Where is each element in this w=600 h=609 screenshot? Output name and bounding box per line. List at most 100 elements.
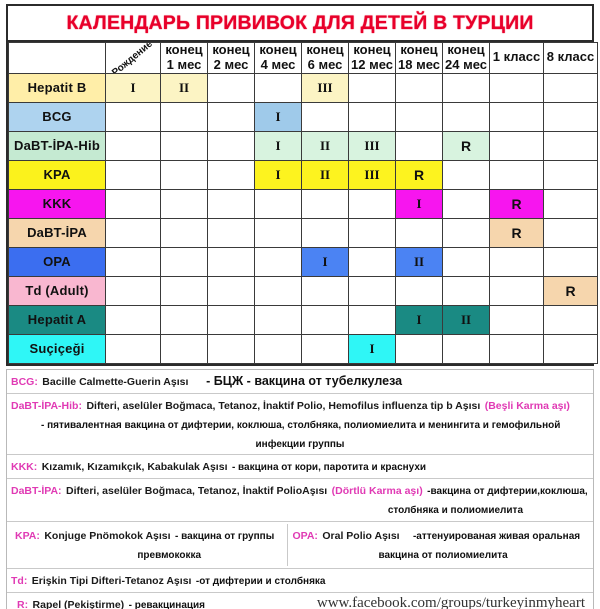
- dose-cell-2-m6: II: [301, 130, 349, 161]
- empty-cell-0-m2: [207, 72, 255, 103]
- table-row: Suçiçeği I: [8, 333, 598, 364]
- header-label-m4-line2: 4 мес: [260, 56, 296, 72]
- vaccine-label-0: Hepatit B: [8, 72, 106, 103]
- dose-cell-2-m12: III: [348, 130, 396, 161]
- empty-cell-1-m6: [301, 101, 349, 132]
- dose-cell-0-birth: I: [105, 72, 161, 103]
- legend-tr-dabt-ipa-hib: Difteri, aselüler Boğmaca, Tetanoz, İnak…: [86, 399, 481, 412]
- page-title: КАЛЕНДАРЬ ПРИВИВОК ДЛЯ ДЕТЕЙ В ТУРЦИИ: [66, 11, 534, 34]
- empty-cell-9-m6: [301, 333, 349, 364]
- dose-cell-0-m6: III: [301, 72, 349, 103]
- empty-cell-6-m24: [442, 246, 490, 277]
- table-row: Td (Adult) R: [8, 275, 598, 306]
- table-row: OPA I II: [8, 246, 598, 277]
- header-label-m4-line1: конец: [259, 42, 297, 57]
- legend-row-r: R: Rapel (Pekiştirme) - ревакцинация www…: [7, 593, 593, 609]
- header-label-m24-line1: конец: [447, 42, 485, 57]
- legend-sep-kkk: :: [33, 461, 38, 474]
- empty-cell-2-class1: [489, 130, 544, 161]
- legend-abbr-dabt-ipa: DaBT-İPA:: [11, 485, 62, 498]
- legend-tr-bcg: Bacille Calmette-Guerin Aşısı: [42, 375, 189, 388]
- empty-cell-1-m24: [442, 101, 490, 132]
- empty-cell-6-class8: [543, 246, 598, 277]
- legend-row-dabt-ipa: DaBT-İPA: Difteri, aselüler Boğmaca, Tet…: [7, 479, 593, 522]
- empty-cell-1-class8: [543, 101, 598, 132]
- vaccine-label-8: Hepatit A: [8, 304, 106, 335]
- legend-abbr-dabt-ipa-hib: DaBT-İPA-Hib: [11, 399, 79, 412]
- header-label-m12-line2: 12 мес: [351, 56, 393, 72]
- legend-panel: BCG: Bacille Calmette-Guerin Aşısı - БЦЖ…: [6, 368, 594, 609]
- legend-sep-bcg: :: [34, 375, 38, 388]
- empty-cell-6-m12: [348, 246, 396, 277]
- header-label-m2-line1: конец: [212, 42, 250, 57]
- header-col-m1: конец 1 мес: [160, 42, 208, 74]
- legend-tr-td: Erişkin Tipi Difteri-Tetanoz Aşısı: [31, 574, 192, 587]
- legend-ru2-dabt-ipa-hib: инфекции группы: [255, 438, 345, 450]
- empty-cell-3-class1: [489, 159, 544, 190]
- legend-abbr-kkk: KKK: [11, 461, 34, 474]
- legend-abbr-opa: OPA: [292, 530, 315, 542]
- title-bar: КАЛЕНДАРЬ ПРИВИВОК ДЛЯ ДЕТЕЙ В ТУРЦИИ: [6, 4, 594, 40]
- legend-sep-kpa: :: [36, 530, 40, 542]
- vaccine-label-4: KKK: [8, 188, 106, 219]
- vaccine-label-3: KPA: [8, 159, 106, 190]
- legend-ru-bcg: - БЦЖ - вакцина от тубелкулеза: [206, 373, 403, 388]
- table-row: DaBT-İPA R: [8, 217, 598, 248]
- dose-cell-2-m4: I: [254, 130, 302, 161]
- header-corner-cell: [8, 42, 106, 74]
- dose-cell-2-m24: R: [442, 130, 490, 161]
- footer-url[interactable]: www.facebook.com/groups/turkeyinmyheart: [316, 594, 585, 609]
- empty-cell-5-m6: [301, 217, 349, 248]
- empty-cell-6-m2: [207, 246, 255, 277]
- dose-cell-4-m18: I: [395, 188, 443, 219]
- header-col-m18: конец 18 мес: [395, 42, 443, 74]
- legend-row-dabt-ipa-hib: DaBT-İPA-Hib: Difteri, aselüler Boğmaca,…: [7, 394, 593, 456]
- header-label-m6-line2: 6 мес: [307, 56, 343, 72]
- dose-cell-8-m24: II: [442, 304, 490, 335]
- empty-cell-7-m4: [254, 275, 302, 306]
- empty-cell-2-m18: [395, 130, 443, 161]
- empty-cell-2-m1: [160, 130, 208, 161]
- empty-cell-7-birth: [105, 275, 161, 306]
- empty-cell-3-m24: [442, 159, 490, 190]
- vaccination-schedule-table: Рождение конец 1 мес конец 2 мес конец 4 мес ко…: [8, 42, 598, 364]
- legend-ru-dabt-ipa: -вакцина от дифтерии,коклюша,: [427, 486, 588, 498]
- empty-cell-1-m18: [395, 101, 443, 132]
- dose-cell-8-m18: I: [395, 304, 443, 335]
- empty-cell-8-m4: [254, 304, 302, 335]
- empty-cell-0-m12: [348, 72, 396, 103]
- empty-cell-0-class1: [489, 72, 544, 103]
- empty-cell-9-m18: [395, 333, 443, 364]
- legend-ru-opa: -аттенуированая живая оральная: [412, 531, 581, 542]
- table-row: Hepatit A I II: [8, 304, 598, 335]
- legend-sep-dabt-ipa-hib: :: [78, 399, 82, 412]
- empty-cell-1-class1: [489, 101, 544, 132]
- legend-row-td: Td: Erişkin Tipi Difteri-Tetanoz Aşısı -…: [7, 569, 593, 593]
- empty-cell-0-m18: [395, 72, 443, 103]
- header-col-m12: конец 12 мес: [348, 42, 396, 74]
- empty-cell-5-m12: [348, 217, 396, 248]
- dose-cell-3-m6: II: [301, 159, 349, 190]
- empty-cell-7-m6: [301, 275, 349, 306]
- table-row: BCG I: [8, 101, 598, 132]
- empty-cell-0-m4: [254, 72, 302, 103]
- calendar-table-wrapper: Рождение конец 1 мес конец 2 мес конец 4 мес ко…: [6, 40, 598, 366]
- legend-ru-r: - ревакцинация: [128, 599, 206, 609]
- empty-cell-3-m2: [207, 159, 255, 190]
- empty-cell-9-m4: [254, 333, 302, 364]
- empty-cell-0-m24: [442, 72, 490, 103]
- vaccine-label-6: OPA: [8, 246, 106, 277]
- header-col-m24: конец 24 мес: [442, 42, 490, 74]
- table-row: Hepatit B I II III: [8, 72, 598, 103]
- vaccine-label-9: Suçiçeği: [8, 333, 106, 364]
- header-label-m1-line1: конец: [165, 42, 203, 57]
- legend-tr-dabt-ipa: Difteri, aselüler Boğmaca, Tetanoz, İnak…: [66, 485, 328, 498]
- vaccine-label-1: BCG: [8, 101, 106, 132]
- empty-cell-6-m4: [254, 246, 302, 277]
- table-body: Hepatit B I II III BCG I DaBT-İPA-Hib I II III R KP…: [8, 72, 598, 364]
- empty-cell-4-m4: [254, 188, 302, 219]
- empty-cell-9-birth: [105, 333, 161, 364]
- dose-cell-4-class1: R: [489, 188, 544, 219]
- dose-cell-1-m4: I: [254, 101, 302, 132]
- vaccine-label-5: DaBT-İPA: [8, 217, 106, 248]
